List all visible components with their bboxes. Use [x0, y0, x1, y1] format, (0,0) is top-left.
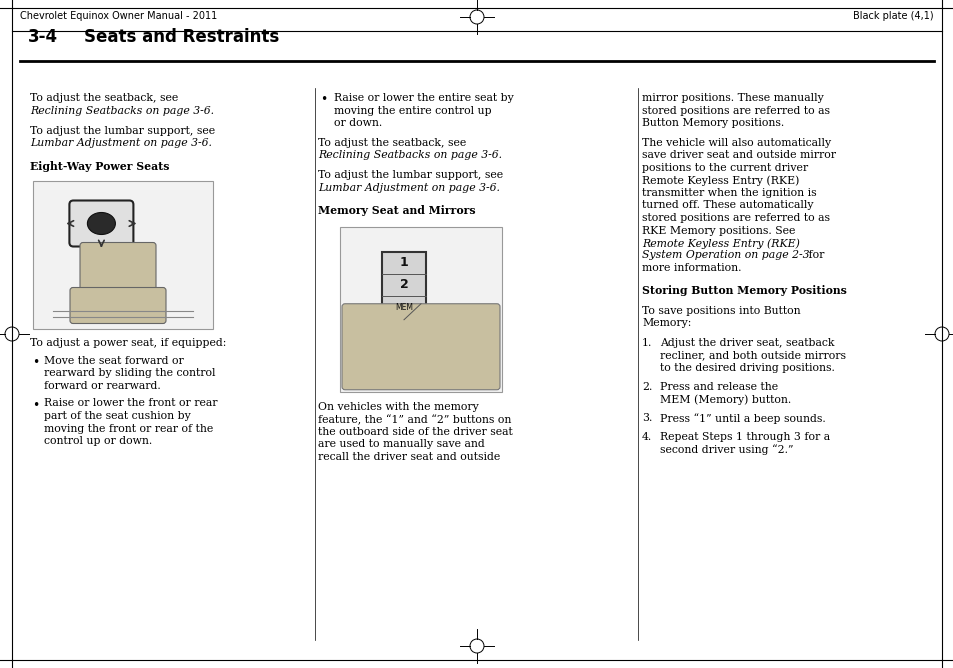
Text: transmitter when the ignition is: transmitter when the ignition is [641, 188, 816, 198]
Text: stored positions are referred to as: stored positions are referred to as [641, 106, 829, 116]
Text: feature, the “1” and “2” buttons on: feature, the “1” and “2” buttons on [317, 414, 511, 425]
Text: Remote Keyless Entry (RKE): Remote Keyless Entry (RKE) [641, 176, 799, 186]
Text: forward or rearward.: forward or rearward. [44, 381, 161, 391]
Bar [339, 226, 501, 391]
Text: or down.: or down. [334, 118, 382, 128]
Text: second driver using “2.”: second driver using “2.” [659, 444, 793, 455]
FancyBboxPatch shape [70, 200, 133, 246]
Text: •: • [32, 399, 39, 411]
Text: moving the front or rear of the: moving the front or rear of the [44, 424, 213, 434]
Text: Repeat Steps 1 through 3 for a: Repeat Steps 1 through 3 for a [659, 432, 829, 442]
Text: Seats and Restraints: Seats and Restraints [84, 28, 279, 46]
Text: 3.: 3. [641, 413, 652, 423]
Text: To adjust the lumbar support, see: To adjust the lumbar support, see [30, 126, 214, 136]
Text: Eight-Way Power Seats: Eight-Way Power Seats [30, 160, 170, 172]
Text: Raise or lower the front or rear: Raise or lower the front or rear [44, 399, 217, 409]
Text: Raise or lower the entire seat by: Raise or lower the entire seat by [334, 93, 514, 103]
Text: Move the seat forward or: Move the seat forward or [44, 356, 184, 366]
Text: Memory Seat and Mirrors: Memory Seat and Mirrors [317, 206, 476, 216]
FancyBboxPatch shape [70, 287, 166, 323]
Text: the outboard side of the driver seat: the outboard side of the driver seat [317, 427, 512, 437]
FancyBboxPatch shape [80, 242, 156, 313]
Text: 2.: 2. [641, 381, 652, 391]
Text: positions to the current driver: positions to the current driver [641, 163, 807, 173]
Text: The vehicle will also automatically: The vehicle will also automatically [641, 138, 830, 148]
Text: To save positions into Button: To save positions into Button [641, 305, 800, 315]
Text: System Operation on page 2-3: System Operation on page 2-3 [641, 250, 809, 261]
Text: Black plate (4,1): Black plate (4,1) [853, 11, 933, 21]
Text: recliner, and both outside mirrors: recliner, and both outside mirrors [659, 351, 845, 361]
Text: Chevrolet Equinox Owner Manual - 2011: Chevrolet Equinox Owner Manual - 2011 [20, 11, 217, 21]
Text: To adjust a power seat, if equipped:: To adjust a power seat, if equipped: [30, 339, 226, 349]
Text: MEM (Memory) button.: MEM (Memory) button. [659, 394, 790, 405]
Text: 2: 2 [399, 279, 408, 291]
Text: •: • [32, 356, 39, 369]
Text: •: • [319, 93, 327, 106]
Text: 4.: 4. [641, 432, 652, 442]
Text: Reclining Seatbacks on page 3-6.: Reclining Seatbacks on page 3-6. [30, 106, 213, 116]
Text: Press and release the: Press and release the [659, 381, 778, 391]
Text: Remote Keyless Entry (RKE): Remote Keyless Entry (RKE) [641, 238, 799, 248]
FancyBboxPatch shape [341, 304, 499, 389]
Bar [381, 252, 426, 320]
Text: 1: 1 [399, 257, 408, 269]
Text: for: for [804, 250, 823, 261]
Text: Memory:: Memory: [641, 318, 691, 328]
Text: more information.: more information. [641, 263, 740, 273]
Text: To adjust the seatback, see: To adjust the seatback, see [30, 93, 178, 103]
Text: To adjust the lumbar support, see: To adjust the lumbar support, see [317, 170, 502, 180]
Text: moving the entire control up: moving the entire control up [334, 106, 491, 116]
Text: On vehicles with the memory: On vehicles with the memory [317, 401, 478, 411]
Text: save driver seat and outside mirror: save driver seat and outside mirror [641, 150, 835, 160]
Bar [33, 180, 213, 329]
Text: to the desired driving positions.: to the desired driving positions. [659, 363, 834, 373]
Text: Lumbar Adjustment on page 3-6.: Lumbar Adjustment on page 3-6. [317, 183, 499, 193]
Text: 1.: 1. [641, 338, 652, 348]
Text: control up or down.: control up or down. [44, 436, 152, 446]
Text: rearward by sliding the control: rearward by sliding the control [44, 369, 215, 379]
Text: Reclining Seatbacks on page 3-6.: Reclining Seatbacks on page 3-6. [317, 150, 501, 160]
Text: MEM: MEM [395, 303, 413, 312]
Text: Press “1” until a beep sounds.: Press “1” until a beep sounds. [659, 413, 825, 424]
Text: part of the seat cushion by: part of the seat cushion by [44, 411, 191, 421]
Text: turned off. These automatically: turned off. These automatically [641, 200, 813, 210]
Text: recall the driver seat and outside: recall the driver seat and outside [317, 452, 499, 462]
Text: stored positions are referred to as: stored positions are referred to as [641, 213, 829, 223]
Text: 3-4: 3-4 [28, 28, 58, 46]
Text: Button Memory positions.: Button Memory positions. [641, 118, 783, 128]
Text: RKE Memory positions. See: RKE Memory positions. See [641, 226, 795, 236]
Text: Adjust the driver seat, seatback: Adjust the driver seat, seatback [659, 338, 834, 348]
Text: Lumbar Adjustment on page 3-6.: Lumbar Adjustment on page 3-6. [30, 138, 212, 148]
Text: To adjust the seatback, see: To adjust the seatback, see [317, 138, 466, 148]
Text: are used to manually save and: are used to manually save and [317, 440, 484, 450]
Ellipse shape [88, 212, 115, 234]
Text: mirror positions. These manually: mirror positions. These manually [641, 93, 822, 103]
Text: Storing Button Memory Positions: Storing Button Memory Positions [641, 285, 846, 297]
